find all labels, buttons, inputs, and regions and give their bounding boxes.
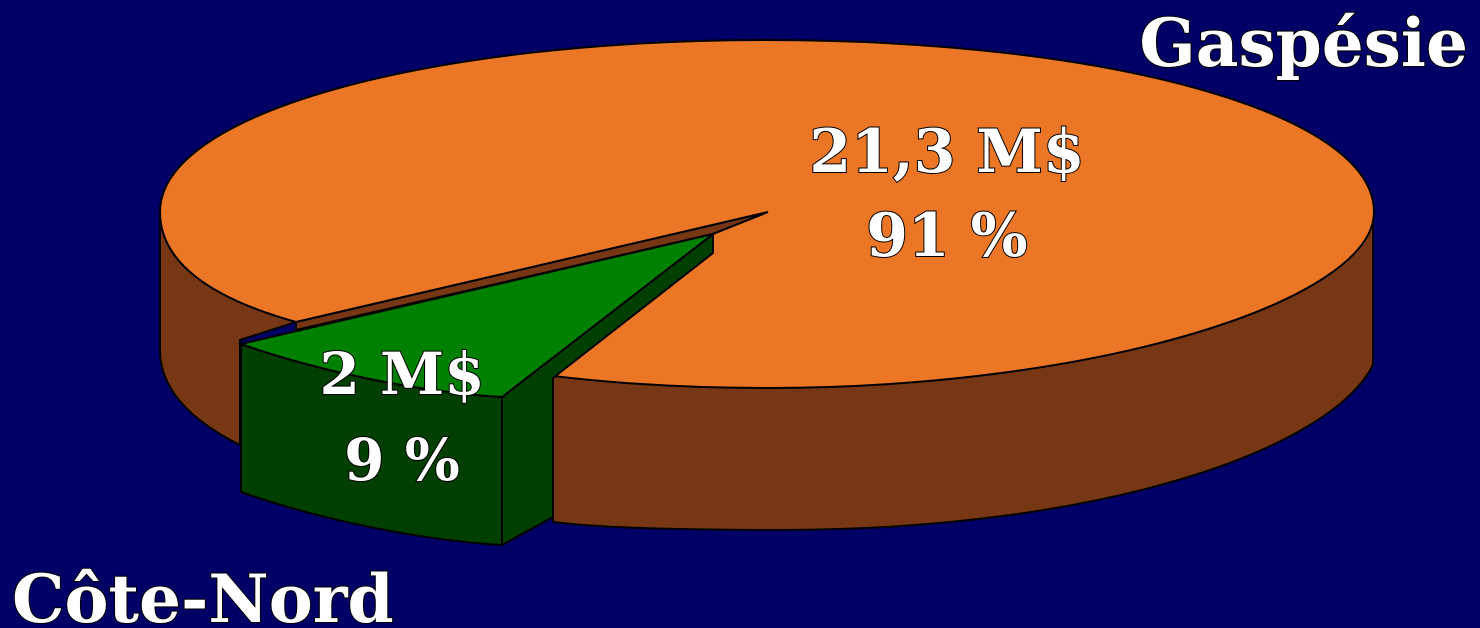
cote-nord-value-label: 2 M$ [319,340,484,408]
slice-gaspesie [158,38,1376,532]
cote-nord-category-label: Côte-Nord [12,560,394,628]
cote-nord-percent-label: 9 % [344,426,460,494]
gaspesie-category-label: Gaspésie [1139,4,1468,82]
gaspesie-percent-label: 91 % [866,201,1027,271]
slice-cote-nord [237,231,714,547]
slice-cote-nord-top [237,233,714,399]
slice-gaspesie-top [158,38,1376,390]
gaspesie-value-label: 21,3 M$ [809,117,1084,187]
